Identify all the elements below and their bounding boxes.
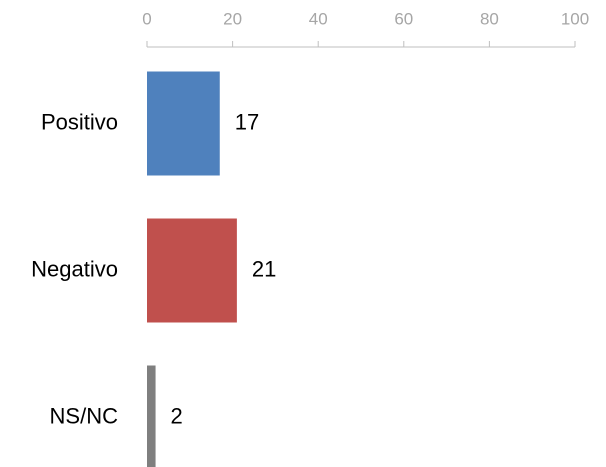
- data-label: 17: [235, 109, 259, 134]
- y-tick-label: Negativo: [31, 256, 118, 281]
- x-tick-label: 60: [394, 9, 413, 28]
- x-tick-label: 20: [223, 9, 242, 28]
- x-tick-label: 0: [142, 9, 151, 28]
- bar: [147, 71, 220, 176]
- x-tick-label: 80: [480, 9, 499, 28]
- x-tick-label: 40: [309, 9, 328, 28]
- y-tick-label: Positivo: [41, 109, 118, 134]
- x-tick-label: 100: [561, 9, 589, 28]
- data-label: 2: [171, 403, 183, 428]
- data-label: 21: [252, 256, 276, 281]
- bar: [147, 365, 156, 467]
- bar: [147, 218, 237, 323]
- y-tick-label: NS/NC: [50, 403, 119, 428]
